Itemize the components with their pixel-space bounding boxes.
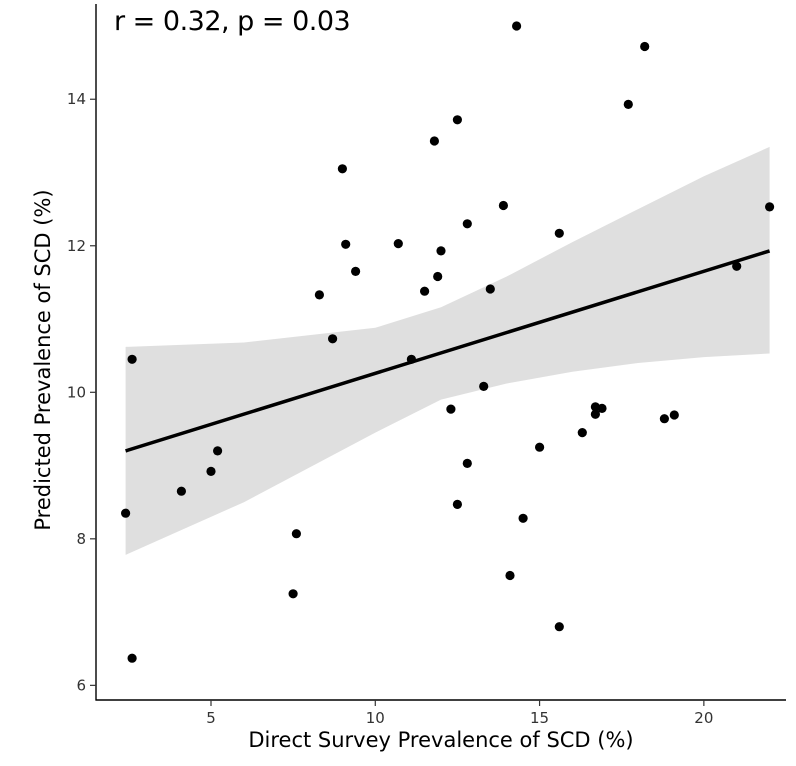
data-point bbox=[511, 21, 522, 31]
data-point bbox=[127, 653, 137, 663]
correlation-annotation: r = 0.32, p = 0.03 bbox=[114, 6, 351, 37]
x-tick-label: 5 bbox=[206, 709, 216, 727]
data-point bbox=[765, 202, 775, 212]
data-point bbox=[640, 41, 650, 52]
data-point bbox=[577, 428, 587, 438]
x-tick-label: 20 bbox=[694, 709, 713, 727]
data-point bbox=[328, 334, 338, 344]
data-point bbox=[554, 622, 564, 632]
data-point bbox=[429, 136, 439, 146]
data-point bbox=[498, 200, 508, 211]
y-tick-label: 10 bbox=[67, 383, 86, 401]
y-axis-label: Predicted Prevalence of SCD (%) bbox=[31, 189, 55, 531]
data-point bbox=[452, 499, 462, 509]
data-point bbox=[433, 271, 443, 282]
data-point bbox=[669, 410, 679, 420]
data-point bbox=[505, 570, 515, 581]
data-point bbox=[732, 261, 742, 271]
data-point bbox=[406, 354, 416, 364]
data-point bbox=[479, 381, 489, 391]
data-point bbox=[462, 458, 472, 468]
y-tick-label: 6 bbox=[76, 676, 86, 694]
data-point bbox=[462, 219, 472, 229]
data-point bbox=[213, 446, 223, 456]
data-point bbox=[351, 266, 361, 276]
data-point bbox=[341, 239, 351, 249]
x-tick-label: 15 bbox=[530, 709, 549, 727]
data-point bbox=[554, 228, 564, 238]
data-point bbox=[485, 284, 495, 294]
data-point bbox=[176, 486, 186, 496]
data-point bbox=[623, 99, 633, 109]
x-tick-label: 10 bbox=[366, 709, 385, 727]
fit-line-layer bbox=[125, 249, 771, 453]
y-tick-label: 12 bbox=[67, 237, 86, 255]
data-point bbox=[659, 414, 670, 424]
y-tick-label: 14 bbox=[67, 90, 86, 108]
axes-layer: 5 10 15 20 6 8 10 12 14 bbox=[67, 4, 786, 727]
data-point bbox=[446, 404, 456, 414]
data-point bbox=[590, 409, 601, 419]
x-axis-label: Direct Survey Prevalence of SCD (%) bbox=[248, 728, 634, 752]
data-points-layer bbox=[121, 21, 775, 663]
data-point bbox=[518, 513, 528, 523]
data-point bbox=[535, 442, 545, 452]
data-point bbox=[206, 466, 216, 476]
regression-line bbox=[125, 249, 771, 453]
data-point bbox=[314, 290, 324, 300]
data-point bbox=[291, 529, 301, 539]
data-point bbox=[127, 354, 137, 364]
data-point bbox=[288, 589, 298, 599]
data-point bbox=[436, 246, 446, 256]
data-point bbox=[121, 508, 131, 518]
data-point bbox=[597, 403, 607, 413]
data-point bbox=[393, 239, 403, 249]
data-point bbox=[420, 286, 430, 296]
data-point bbox=[337, 164, 347, 174]
data-point bbox=[452, 115, 462, 125]
y-tick-label: 8 bbox=[76, 530, 86, 548]
